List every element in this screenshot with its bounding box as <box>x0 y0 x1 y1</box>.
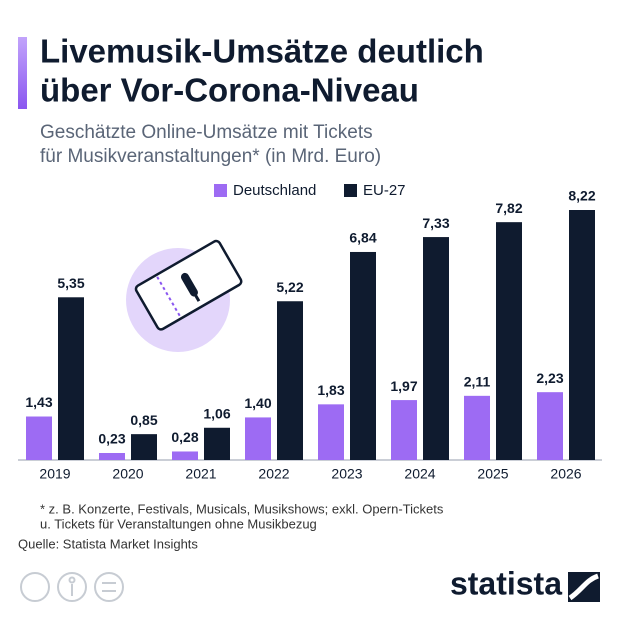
legend-label: EU-27 <box>363 182 406 199</box>
title-line: Livemusik-Umsätze deutlich <box>40 33 484 70</box>
footnote: u. Tickets für Veranstaltungen ohne Musi… <box>40 516 317 531</box>
value-label: 1,43 <box>25 394 52 410</box>
bar <box>350 251 376 460</box>
value-label: 7,82 <box>495 200 522 216</box>
value-label: 7,33 <box>422 215 449 231</box>
value-label: 5,35 <box>57 275 84 291</box>
x-tick-label: 2022 <box>258 466 289 482</box>
bar <box>496 222 522 460</box>
value-label: 8,22 <box>568 188 595 204</box>
bar <box>569 210 595 460</box>
bar <box>131 434 157 460</box>
bar <box>245 417 271 460</box>
bar <box>423 237 449 460</box>
value-label: 6,84 <box>349 230 376 246</box>
source: Quelle: Statista Market Insights <box>18 536 198 551</box>
logo: statista <box>450 565 562 601</box>
value-label: 1,97 <box>390 378 417 394</box>
subtitle-line: Geschätzte Online-Umsätze mit Tickets <box>40 122 373 143</box>
x-tick-label: 2021 <box>185 466 216 482</box>
subtitle-line: für Musikveranstaltungen* (in Mrd. Euro) <box>40 146 381 167</box>
bar <box>391 400 417 460</box>
value-label: 1,06 <box>203 405 230 421</box>
bar <box>537 392 563 460</box>
legend-swatch <box>214 184 227 197</box>
x-tick-label: 2026 <box>550 466 581 482</box>
x-tick-label: 2025 <box>477 466 508 482</box>
bar <box>464 395 490 460</box>
footnote: * z. B. Konzerte, Festivals, Musicals, M… <box>40 501 444 516</box>
value-label: 1,83 <box>317 382 344 398</box>
bar <box>58 297 84 460</box>
value-label: 5,22 <box>276 279 303 295</box>
value-label: 2,23 <box>536 370 563 386</box>
bar <box>204 427 230 460</box>
illustration <box>126 239 243 352</box>
x-tick-label: 2020 <box>112 466 143 482</box>
legend-swatch <box>344 184 357 197</box>
value-label: 1,40 <box>244 395 271 411</box>
bar <box>277 301 303 460</box>
accent-bar <box>18 37 27 109</box>
title-line: über Vor-Corona-Niveau <box>40 72 419 109</box>
logo-icon <box>568 572 600 602</box>
bar <box>26 416 52 460</box>
x-tick-label: 2019 <box>39 466 70 482</box>
value-label: 0,23 <box>98 431 125 447</box>
bar <box>172 451 198 460</box>
legend-label: Deutschland <box>233 182 316 199</box>
value-label: 2,11 <box>464 374 491 390</box>
x-tick-label: 2023 <box>331 466 362 482</box>
license-icons <box>20 572 124 602</box>
bar <box>99 453 125 460</box>
bar <box>318 404 344 460</box>
value-label: 0,85 <box>130 412 157 428</box>
x-tick-label: 2024 <box>404 466 435 482</box>
value-label: 0,28 <box>171 429 198 445</box>
